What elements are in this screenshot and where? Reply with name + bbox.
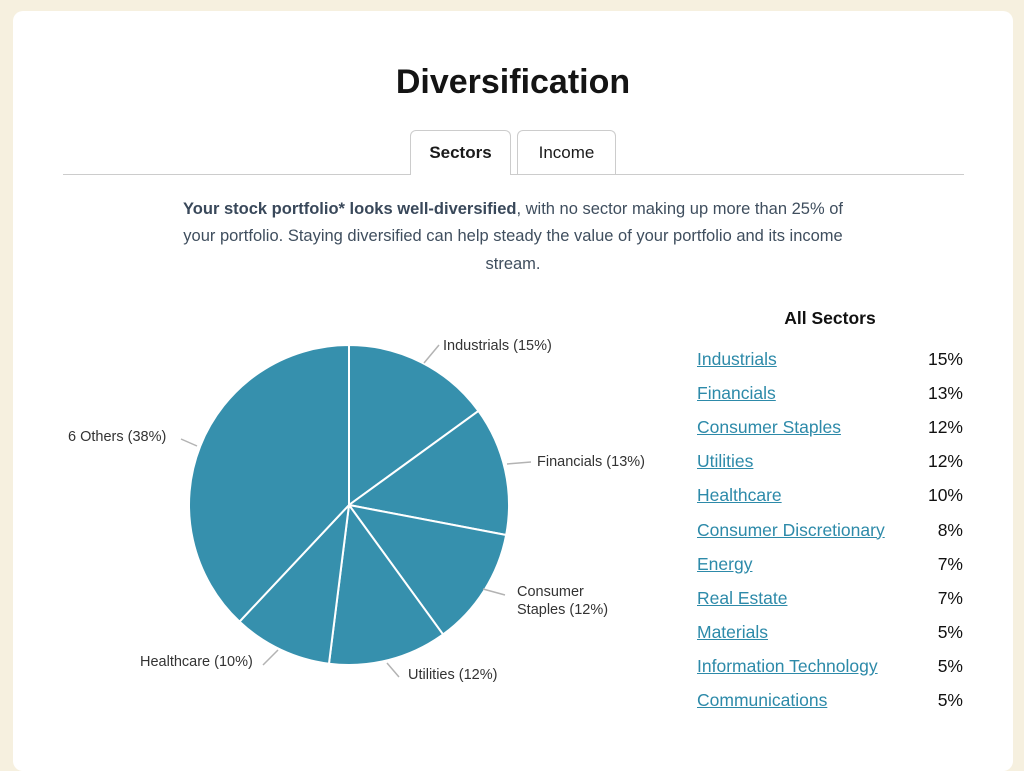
pie-leader-line-5 [180,438,198,447]
pie-leader-line-4 [262,649,279,666]
sector-percent: 5% [937,622,963,643]
sector-row: Consumer Discretionary 8% [697,513,963,547]
sector-percent: 7% [937,587,963,608]
sector-row: Utilities 12% [697,445,963,479]
all-sectors-heading: All Sectors [784,308,876,328]
content-card: Diversification Sectors Income Your stoc… [13,11,1013,771]
sector-list: Industrials 15% Financials 13% Consumer Stap… [697,342,963,718]
sector-link-communications[interactable]: Communications [697,690,828,711]
sector-link-healthcare[interactable]: Healthcare [697,485,782,506]
sector-link-utilities[interactable]: Utilities [697,451,754,472]
pie-chart-svg [180,344,532,678]
summary-bold-text: Your stock portfolio* looks well-diversi… [183,200,517,218]
sector-percent: 7% [937,553,963,574]
pie-slice-industrials[interactable] [348,344,480,506]
pie-label-healthcare: Healthcare (10%) [140,654,253,670]
sector-row: Energy 7% [697,547,963,581]
pie-label-industrials: Industrials (15%) [443,338,552,354]
pie-label-financials: Financials (13%) [537,454,645,470]
sector-row: Healthcare 10% [697,479,963,513]
sector-row: Financials 13% [697,376,963,410]
page-title: Diversification [395,63,631,101]
sector-percent: 5% [937,690,963,711]
pie-slice-utilities[interactable] [327,504,445,667]
tab-divider-line [63,174,964,175]
pie-slice-6-others[interactable] [188,344,350,623]
tab-bar: Sectors Income [13,130,1013,175]
sector-link-materials[interactable]: Materials [697,622,768,643]
sector-row: Real Estate 7% [697,581,963,615]
sector-percent: 12% [927,451,963,472]
pie-label-utilities: Utilities (12%) [408,667,498,683]
pie-label-consumer-staples: Consumer Staples (12%) [517,584,609,618]
sector-link-consumer-discretionary[interactable]: Consumer Discretionary [697,519,885,540]
tab-sectors[interactable]: Sectors [410,130,511,175]
sector-percent: 15% [927,348,963,369]
sector-row: Materials 5% [697,616,963,650]
pie-leader-line-3 [386,662,400,678]
pie-leader-line-2 [482,588,506,596]
sector-row: Communications 5% [697,684,963,718]
sector-percent: 5% [937,656,963,677]
sector-row: Consumer Staples 12% [697,410,963,444]
summary-rest-text: , with no sector making up more than 25%… [183,200,843,273]
sector-percent: 10% [927,485,963,506]
sector-row: Information Technology 5% [697,650,963,684]
pie-leader-line-0 [423,344,440,364]
diversification-summary: Your stock portfolio* looks well-diversi… [183,196,843,278]
sector-link-energy[interactable]: Energy [697,553,753,574]
pie-slice-healthcare[interactable] [238,504,350,665]
pie-leader-line-1 [506,461,532,465]
sector-link-consumer-staples[interactable]: Consumer Staples [697,416,841,437]
sector-percent: 8% [937,519,963,540]
sector-pie-chart: Industrials (15%) Financials (13%) Consu… [13,300,703,750]
sector-percent: 13% [927,382,963,403]
sector-link-information-technology[interactable]: Information Technology [697,656,878,677]
tab-income[interactable]: Income [517,130,616,174]
pie-label-others: 6 Others (38%) [68,429,167,445]
all-sectors-panel: All Sectors Industrials 15% Financials 13% C… [697,306,963,718]
sector-link-financials[interactable]: Financials [697,382,776,403]
sector-link-industrials[interactable]: Industrials [697,348,777,369]
sector-link-real-estate[interactable]: Real Estate [697,587,788,608]
sector-row: Industrials 15% [697,342,963,376]
sector-percent: 12% [927,416,963,437]
pie-slice-consumer-staples[interactable] [348,504,508,636]
pie-slice-financials[interactable] [348,409,511,536]
